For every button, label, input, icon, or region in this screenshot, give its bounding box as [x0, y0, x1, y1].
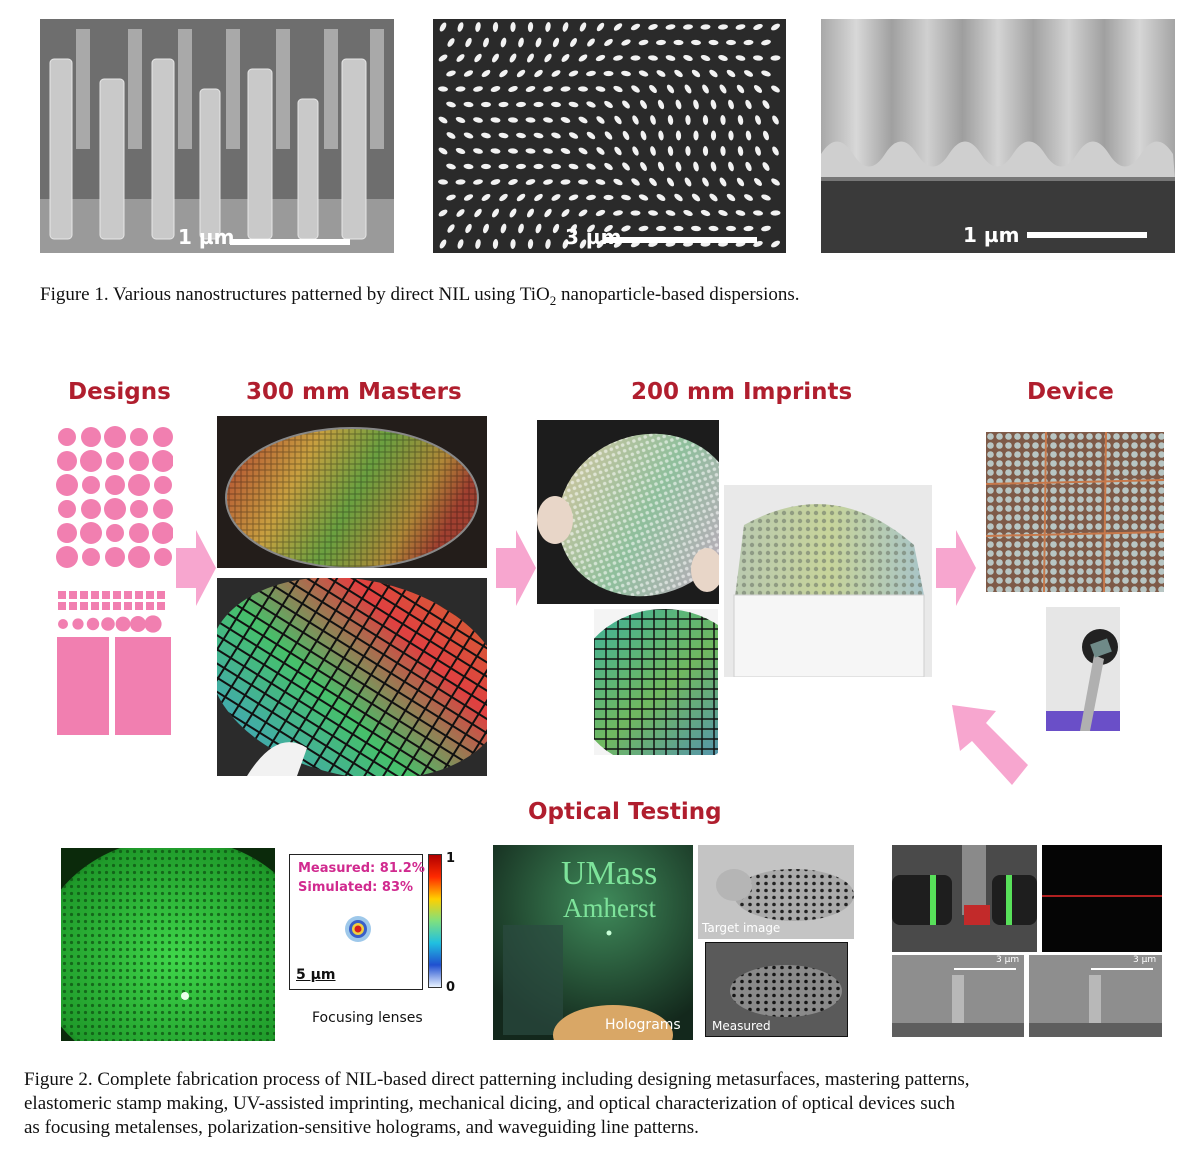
waveguide-sem-right: 3 µm	[1029, 955, 1162, 1037]
device-array-photo	[986, 432, 1164, 592]
scalebar-label: 3 µm	[1133, 955, 1157, 965]
umass-logo-line2: Amherst	[563, 893, 656, 923]
stage-title-imprints: 200 mm Imprints	[631, 379, 853, 405]
simulated-efficiency-label: Simulated: 83%	[298, 880, 414, 895]
figure-1-caption: Figure 1. Various nanostructures pattern…	[40, 284, 800, 308]
measured-image-label: Measured	[712, 1019, 771, 1033]
waveguide-output-image	[1042, 845, 1162, 952]
scalebar	[1027, 232, 1147, 238]
measured-efficiency-label: Measured: 81.2%	[298, 861, 425, 876]
hologram-projection-photo: UMass Amherst Holograms	[493, 845, 693, 1040]
umass-logo-line1: UMass	[561, 855, 658, 892]
sem-grating-image: 1 µm	[821, 19, 1175, 253]
metasurface-design-pattern	[55, 425, 173, 737]
stage-title-optical-testing: Optical Testing	[528, 799, 722, 825]
scalebar	[954, 968, 1016, 970]
process-arrow-icon	[936, 530, 976, 606]
focal-spot-plot: Measured: 81.2% Simulated: 83% 5 µm	[289, 854, 425, 990]
master-wafer-photo-2	[217, 578, 487, 776]
caption-line: as focusing metalenses, polarization-sen…	[24, 1117, 699, 1138]
master-wafer-photo-1	[217, 416, 487, 568]
focusing-lenses-label: Focusing lenses	[312, 1010, 423, 1026]
target-image-photo: Target image	[698, 845, 854, 939]
sem-nanoparticle-array-image: 3 µm	[433, 19, 786, 253]
imprint-wafer-photo-1	[537, 420, 719, 604]
scalebar	[605, 237, 757, 243]
scalebar	[230, 239, 350, 245]
device-tweezers-photo	[1046, 607, 1120, 731]
caption-line: elastomeric stamp making, UV-assisted im…	[24, 1093, 956, 1114]
plot-scalebar-label: 5 µm	[296, 967, 336, 983]
figure-2-caption: Figure 2. Complete fabrication process o…	[24, 1068, 1194, 1140]
stage-title-designs: Designs	[68, 379, 171, 405]
process-arrow-icon	[176, 530, 216, 606]
waveguide-setup-photo	[892, 845, 1037, 952]
scalebar-label: 1 µm	[963, 223, 1020, 247]
measured-image-photo: Measured	[705, 942, 848, 1037]
colorbar-max-label: 1	[446, 851, 456, 866]
focal-spot-icon	[345, 916, 371, 942]
stage-title-device: Device	[1027, 379, 1114, 405]
sem-pillars-image: 1 µm	[40, 19, 394, 253]
guided-light-line	[1042, 895, 1162, 897]
process-arrow-icon	[496, 530, 536, 606]
stage-title-masters: 300 mm Masters	[246, 379, 462, 405]
process-arrow-diagonal-icon	[952, 705, 1028, 785]
caption-line: Figure 2. Complete fabrication process o…	[24, 1069, 970, 1090]
focusing-lens-array-photo	[61, 848, 275, 1041]
scalebar-label: 3 µm	[996, 955, 1020, 965]
scalebar-label: 1 µm	[178, 225, 235, 249]
colorbar-min-label: 0	[446, 980, 456, 995]
imprint-dicing-photo	[724, 485, 932, 677]
waveguide-sem-left: 3 µm	[892, 955, 1024, 1037]
scalebar	[1091, 968, 1153, 970]
holograms-label: Holograms	[605, 1017, 681, 1033]
imprint-wafer-photo-2	[594, 609, 718, 755]
colorbar	[428, 854, 442, 988]
target-image-label: Target image	[702, 921, 781, 935]
